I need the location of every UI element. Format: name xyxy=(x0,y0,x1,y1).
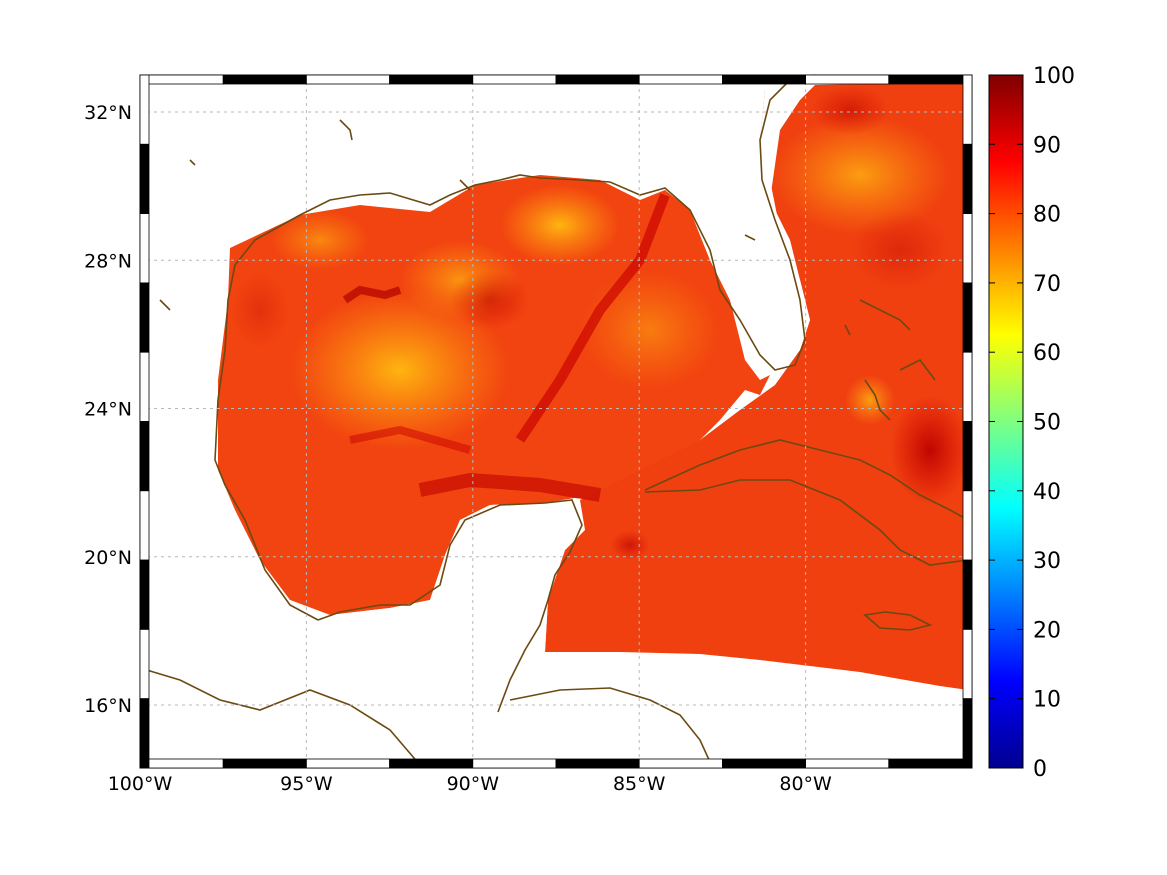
frame-segment-right-0 xyxy=(962,74,973,145)
lat-label: 16°N xyxy=(84,695,132,717)
frame-segment-left-2 xyxy=(139,213,150,284)
lon-label: 85°W xyxy=(613,773,666,795)
frame-segment-right-2 xyxy=(962,213,973,284)
gridlines xyxy=(139,75,972,768)
colorbar-tick-label: 20 xyxy=(1033,618,1061,643)
data-field xyxy=(218,82,970,690)
lat-label: 24°N xyxy=(84,399,132,421)
gulf-coast xyxy=(214,74,816,621)
frame-segment-top-6 xyxy=(638,74,723,85)
small-islands xyxy=(159,119,756,311)
lon-label: 90°W xyxy=(447,773,500,795)
frame-segment-top-1 xyxy=(222,74,307,85)
frame-segment-left-4 xyxy=(139,351,150,422)
frame-segment-left-0 xyxy=(139,74,150,145)
frame-segment-left-5 xyxy=(139,421,150,492)
lat-label: 28°N xyxy=(84,250,132,272)
hispaniola-jamaica xyxy=(863,611,933,631)
frame-segment-top-4 xyxy=(472,74,557,85)
frame-segment-right-7 xyxy=(962,559,973,630)
lat-tick-labels: 32°N 28°N 24°N 20°N 16°N xyxy=(84,102,132,717)
lon-label: 100°W xyxy=(108,773,173,795)
colorbar-tick-label: 90 xyxy=(1033,133,1061,158)
colorbar-tick-label: 70 xyxy=(1033,272,1061,297)
frame-segment-left-3 xyxy=(139,282,150,353)
frame-segment-bottom-1 xyxy=(222,758,307,769)
frame-segment-right-6 xyxy=(962,490,973,561)
frame-segment-top-2 xyxy=(305,74,390,85)
frame-segment-right-3 xyxy=(962,282,973,353)
coastlines xyxy=(139,74,969,766)
colorbar-tick-label: 40 xyxy=(1033,480,1061,505)
frame-segment-top-0 xyxy=(139,74,224,85)
frame-segment-top-8 xyxy=(805,74,890,85)
yucatan-coast xyxy=(317,499,583,713)
frame-segment-right-1 xyxy=(962,143,973,215)
frame-segment-right-4 xyxy=(962,351,973,422)
lon-label: 95°W xyxy=(280,773,333,795)
frame-segment-left-8 xyxy=(139,629,150,700)
frame-segment-right-5 xyxy=(962,421,973,492)
colorbar-tick-label: 80 xyxy=(1033,203,1061,228)
central-america-coast xyxy=(139,667,421,766)
frame-segment-bottom-8 xyxy=(805,758,890,769)
lon-label: 80°W xyxy=(779,773,832,795)
frame-segment-left-9 xyxy=(139,698,150,769)
lon-tick-labels: 100°W 95°W 90°W 85°W 80°W xyxy=(108,773,832,795)
frame-segment-right-9 xyxy=(962,698,973,769)
colorbar-tick-label: 100 xyxy=(1033,64,1075,89)
colorbar-tick-label: 50 xyxy=(1033,411,1061,436)
frame-segment-top-3 xyxy=(389,74,474,85)
frame-segment-right-8 xyxy=(962,629,973,700)
lat-label: 20°N xyxy=(84,547,132,569)
honduras-coast xyxy=(509,687,711,763)
colorbar-tick-label: 30 xyxy=(1033,549,1061,574)
cuba xyxy=(644,439,969,566)
frame-segment-bottom-6 xyxy=(638,758,723,769)
colorbar-tick-label: 0 xyxy=(1033,757,1047,782)
bahamas xyxy=(844,299,936,421)
frame-segment-bottom-4 xyxy=(472,758,557,769)
frame-segment-top-7 xyxy=(722,74,807,85)
lat-label: 32°N xyxy=(84,102,132,124)
frame-segment-left-6 xyxy=(139,490,150,561)
colorbar-tick-label: 10 xyxy=(1033,688,1061,713)
frame-segment-bottom-3 xyxy=(389,758,474,769)
frame-segment-top-9 xyxy=(888,74,973,85)
frame-segment-left-1 xyxy=(139,143,150,215)
frame-segment-bottom-9 xyxy=(888,758,973,769)
frame-segment-bottom-2 xyxy=(305,758,390,769)
land-mask xyxy=(140,80,815,770)
frame-segment-bottom-5 xyxy=(555,758,640,769)
frame-segment-left-7 xyxy=(139,559,150,630)
colorbar-tick-label: 60 xyxy=(1033,341,1061,366)
frame-segment-bottom-0 xyxy=(139,758,224,769)
frame-segment-top-5 xyxy=(555,74,640,85)
map-frame xyxy=(139,74,973,769)
frame-segment-bottom-7 xyxy=(722,758,807,769)
